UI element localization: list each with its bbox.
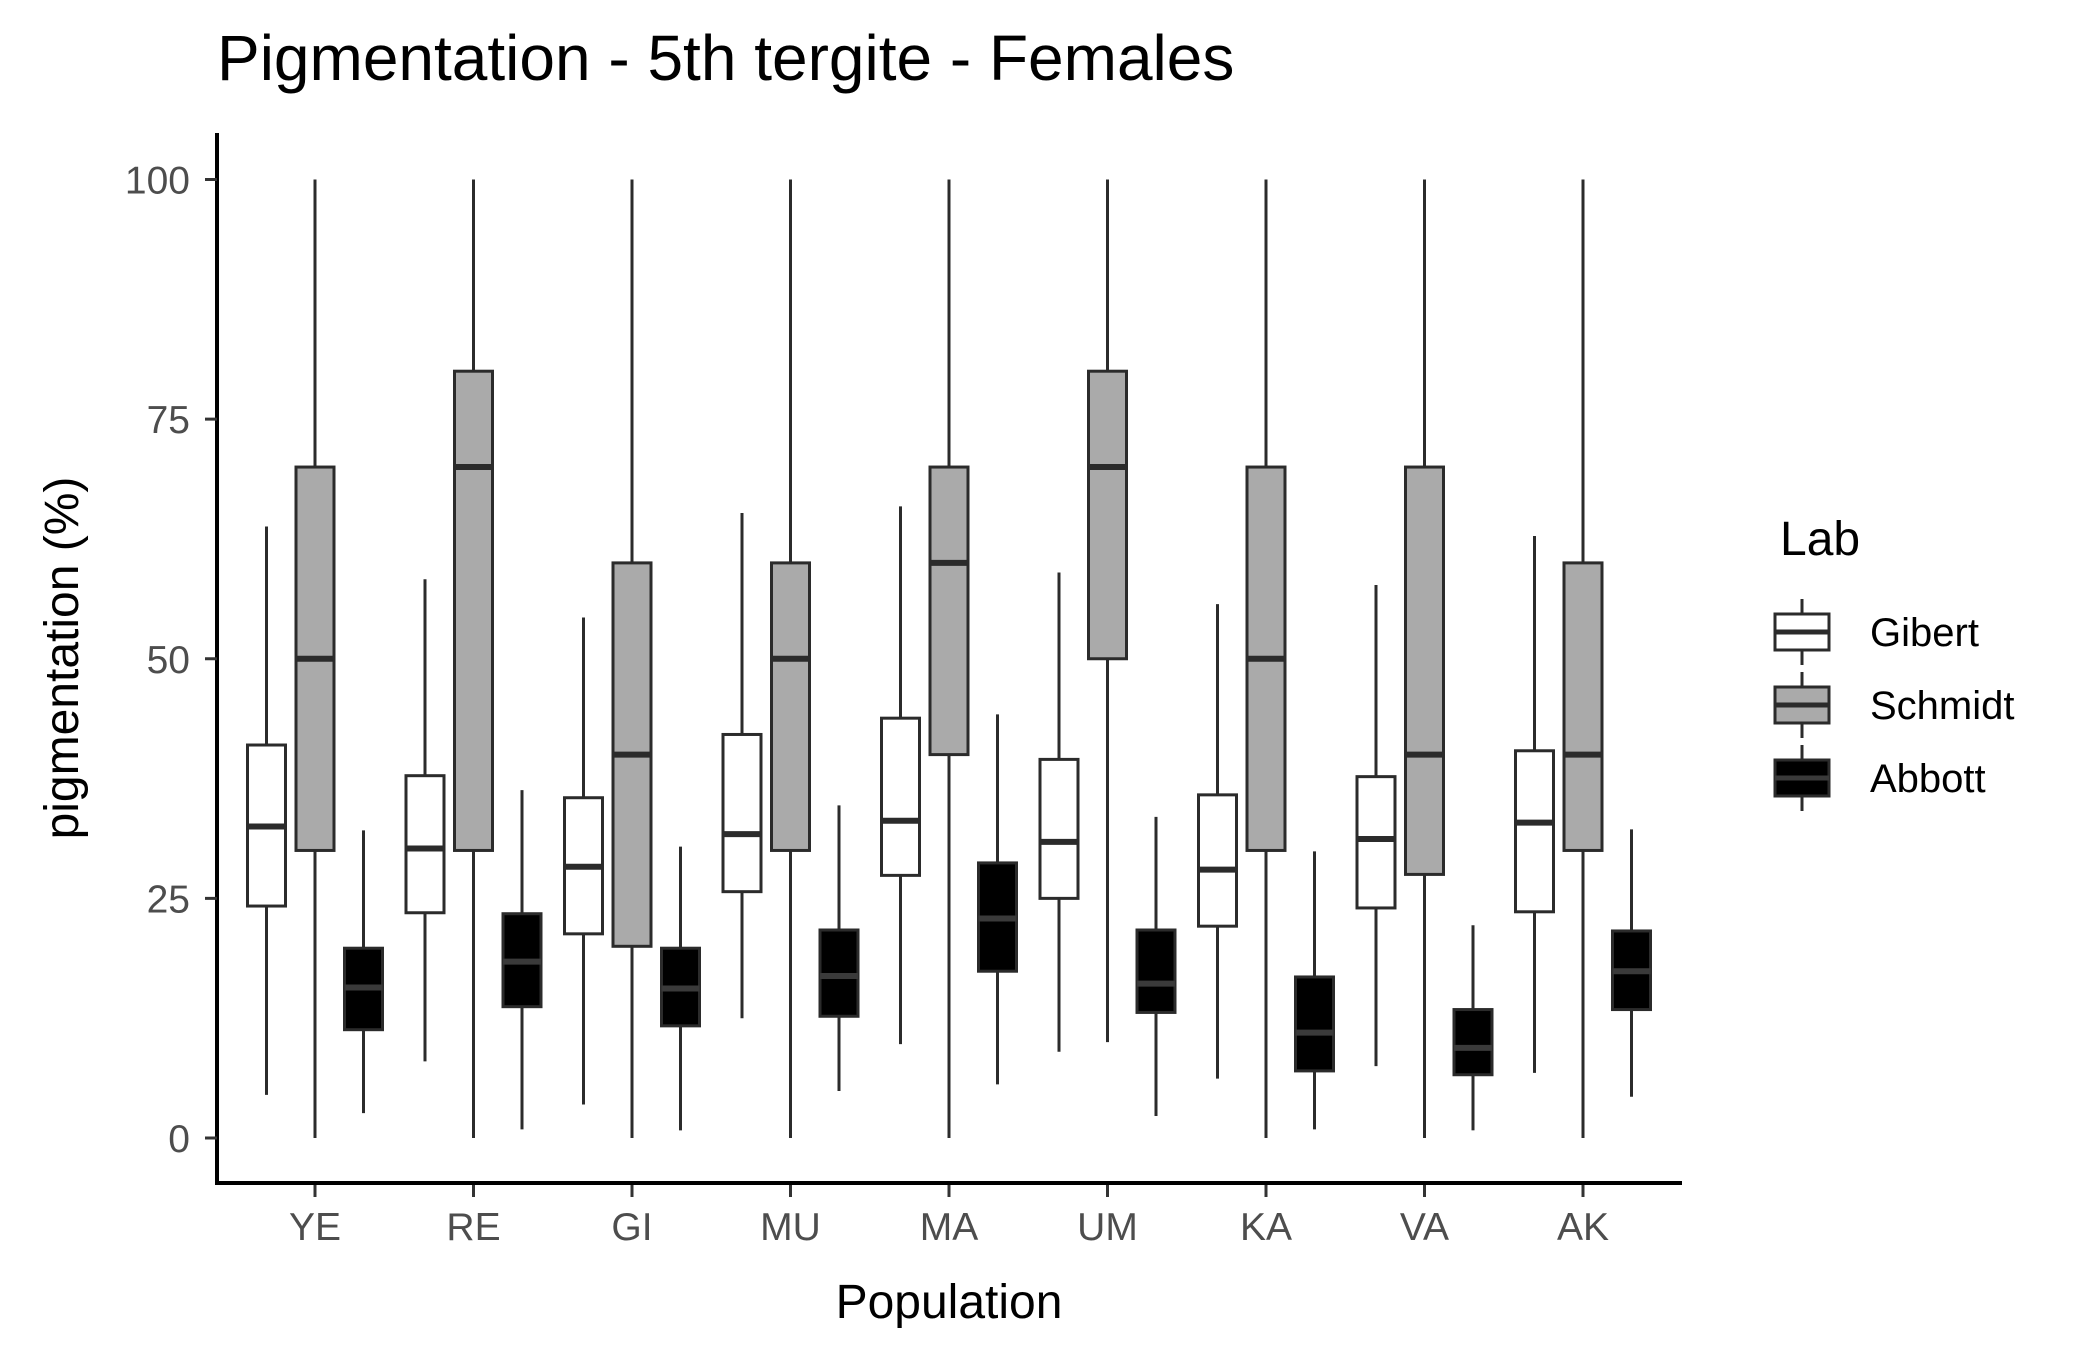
box-iqr (1562, 561, 1604, 852)
x-tick-label: VA (1400, 1206, 1449, 1249)
box-gibert-ye (246, 526, 287, 1095)
box-abbott-ak (1611, 829, 1652, 1097)
box-iqr (453, 369, 494, 852)
box-gibert-va (1355, 584, 1397, 1067)
x-tick-label: KA (1240, 1206, 1292, 1249)
y-tick-label: 75 (147, 399, 190, 442)
legend-title: Lab (1780, 513, 1860, 566)
box-iqr (1452, 1008, 1494, 1077)
x-axis-label: Population (836, 1276, 1063, 1329)
box-iqr (721, 732, 763, 894)
x-tick-label: UM (1077, 1206, 1138, 1249)
box-abbott-gi (660, 846, 701, 1131)
box-iqr (1404, 465, 1445, 876)
box-abbott-mu (818, 805, 860, 1092)
x-tick-label: GI (611, 1206, 652, 1249)
box-schmidt-ye (294, 179, 336, 1138)
box-abbott-ka (1294, 851, 1335, 1130)
y-axis-label: pigmentation (%) (36, 477, 89, 840)
x-axis-ticks: YE RE GI MU MA UM KA VA AK (289, 1185, 1609, 1249)
box-iqr (1087, 369, 1128, 661)
x-tick-label: MU (760, 1206, 821, 1249)
legend-label: Abbott (1870, 757, 1986, 801)
box-abbott-um (1135, 816, 1177, 1116)
legend-item-gibert: Gibert (1773, 599, 1979, 665)
y-tick-label: 100 (125, 160, 190, 203)
box-iqr (404, 774, 446, 915)
y-tick-label: 0 (168, 1118, 190, 1161)
box-gibert-mu (721, 513, 763, 1019)
y-tick-label: 25 (147, 878, 190, 921)
box-schmidt-ka (1245, 179, 1287, 1138)
box-gibert-um (1038, 572, 1080, 1052)
x-tick-label: AK (1557, 1206, 1609, 1249)
box-schmidt-ak (1562, 179, 1604, 1138)
box-schmidt-va (1404, 179, 1445, 1138)
box-abbott-ye (343, 830, 384, 1114)
box-iqr (1514, 749, 1555, 914)
x-tick-label: MA (920, 1206, 979, 1249)
box-gibert-ak (1514, 536, 1555, 1073)
plot-area (246, 179, 1652, 1138)
box-iqr (880, 716, 921, 877)
legend: Lab Gibert Schmidt Abbott (1773, 513, 2015, 811)
box-iqr (1197, 793, 1238, 928)
box-gibert-re (404, 579, 446, 1062)
box-iqr (1135, 928, 1177, 1014)
x-tick-label: YE (289, 1206, 341, 1249)
box-schmidt-ma (928, 179, 970, 1138)
box-gibert-gi (563, 617, 604, 1105)
box-gibert-ka (1197, 604, 1238, 1079)
box-schmidt-mu (770, 179, 811, 1138)
box-gibert-ma (880, 506, 921, 1045)
box-schmidt-re (453, 179, 494, 1138)
y-axis-ticks: 0 25 50 75 100 (125, 160, 217, 1161)
chart-title: Pigmentation - 5th tergite - Females (217, 22, 1234, 94)
box-abbott-ma (977, 714, 1018, 1085)
legend-item-schmidt: Schmidt (1773, 672, 2015, 738)
x-tick-label: RE (446, 1206, 500, 1249)
y-tick-label: 50 (147, 639, 190, 682)
box-iqr (770, 561, 811, 852)
box-iqr (1355, 775, 1397, 910)
box-schmidt-gi (611, 179, 653, 1138)
legend-item-abbott: Abbott (1773, 745, 1986, 811)
box-abbott-re (501, 790, 543, 1130)
legend-label: Gibert (1870, 611, 1979, 655)
box-iqr (928, 465, 970, 757)
box-iqr (1294, 975, 1335, 1073)
box-abbott-va (1452, 925, 1494, 1131)
legend-label: Schmidt (1870, 684, 2015, 728)
box-schmidt-um (1087, 179, 1128, 1043)
box-iqr (1038, 757, 1080, 900)
